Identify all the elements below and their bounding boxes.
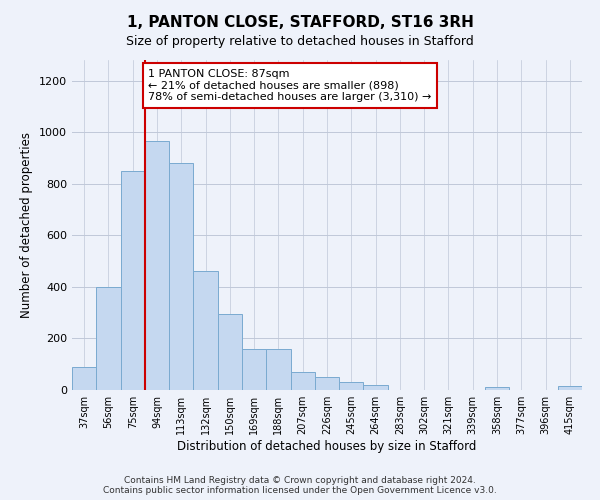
X-axis label: Distribution of detached houses by size in Stafford: Distribution of detached houses by size …: [178, 440, 476, 453]
Bar: [364, 385, 388, 390]
Y-axis label: Number of detached properties: Number of detached properties: [20, 132, 34, 318]
Bar: [145, 141, 169, 390]
Bar: [558, 386, 582, 390]
Text: Size of property relative to detached houses in Stafford: Size of property relative to detached ho…: [126, 35, 474, 48]
Bar: [315, 376, 339, 390]
Bar: [169, 163, 193, 390]
Bar: [193, 272, 218, 390]
Text: 1 PANTON CLOSE: 87sqm
← 21% of detached houses are smaller (898)
78% of semi-det: 1 PANTON CLOSE: 87sqm ← 21% of detached …: [149, 69, 432, 102]
Bar: [72, 367, 96, 390]
Bar: [242, 349, 266, 390]
Bar: [218, 314, 242, 390]
Bar: [290, 372, 315, 390]
Bar: [485, 388, 509, 390]
Bar: [96, 287, 121, 390]
Bar: [339, 382, 364, 390]
Bar: [121, 171, 145, 390]
Bar: [266, 349, 290, 390]
Text: Contains HM Land Registry data © Crown copyright and database right 2024.
Contai: Contains HM Land Registry data © Crown c…: [103, 476, 497, 495]
Text: 1, PANTON CLOSE, STAFFORD, ST16 3RH: 1, PANTON CLOSE, STAFFORD, ST16 3RH: [127, 15, 473, 30]
